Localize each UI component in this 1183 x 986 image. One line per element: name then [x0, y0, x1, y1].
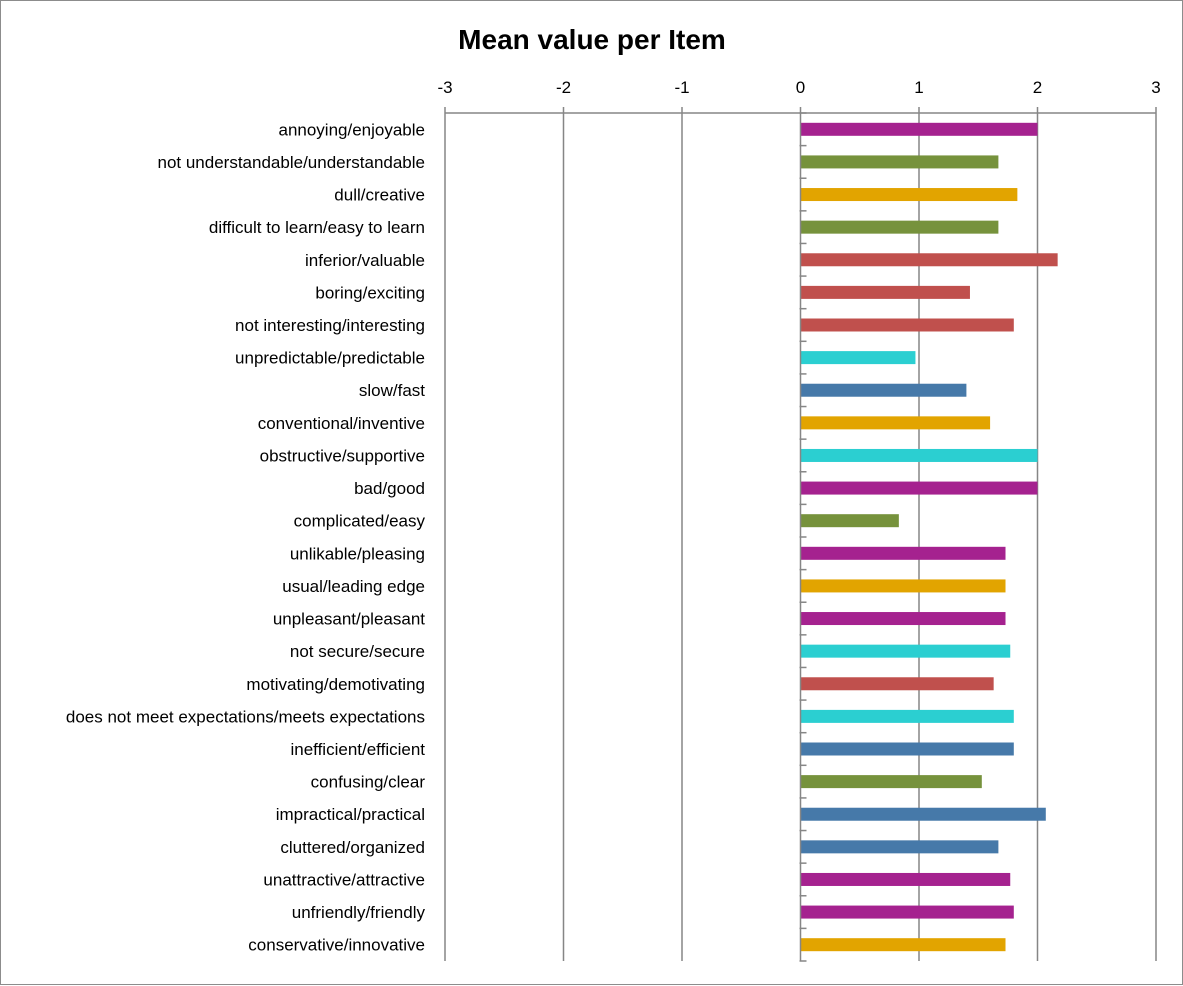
bars: [800, 122, 1058, 952]
category-label: difficult to learn/easy to learn: [209, 218, 425, 237]
gridlines: [444, 107, 1157, 961]
bar: [800, 742, 1014, 756]
bar: [800, 220, 999, 234]
bar: [800, 188, 1018, 202]
bar: [800, 644, 1011, 658]
category-label: does not meet expectations/meets expecta…: [66, 707, 425, 726]
bar: [800, 938, 1006, 952]
category-label: unlikable/pleasing: [290, 544, 425, 563]
category-label: annoying/enjoyable: [278, 120, 425, 139]
x-tick-label: 2: [1033, 78, 1042, 97]
category-label: bad/good: [354, 479, 425, 498]
bar: [800, 775, 982, 789]
category-labels: annoying/enjoyable not understandable/und…: [66, 120, 426, 954]
category-label: not secure/secure: [290, 642, 425, 661]
category-label: boring/exciting: [315, 283, 425, 302]
bar: [800, 840, 999, 854]
bar: [800, 546, 1006, 560]
x-tick-label: 1: [914, 78, 923, 97]
bar: [800, 612, 1006, 626]
bar: [800, 383, 967, 397]
category-label: obstructive/supportive: [260, 446, 425, 465]
bar: [800, 122, 1038, 136]
category-label: slow/fast: [359, 381, 425, 400]
category-label: impractical/practical: [276, 805, 425, 824]
category-label: not interesting/interesting: [235, 316, 425, 335]
category-label: confusing/clear: [311, 773, 426, 792]
bar: [800, 872, 1011, 886]
bar: [800, 448, 1038, 462]
category-label: inefficient/efficient: [290, 740, 425, 759]
category-label: unattractive/attractive: [263, 870, 425, 889]
category-label: usual/leading edge: [282, 577, 425, 596]
category-label: cluttered/organized: [280, 838, 425, 857]
bar: [800, 807, 1046, 821]
bar: [800, 905, 1014, 919]
category-label: complicated/easy: [294, 512, 426, 531]
x-tick-label: 3: [1151, 78, 1160, 97]
category-label: unfriendly/friendly: [292, 903, 426, 922]
bar: [800, 318, 1014, 332]
bar: [800, 677, 994, 691]
x-axis-ticks: -3 -2 -1 0 1 2 3: [437, 78, 1160, 97]
category-label: motivating/demotivating: [246, 675, 425, 694]
category-label: conventional/inventive: [258, 414, 425, 433]
chart-title: Mean value per Item: [458, 24, 726, 55]
bar: [800, 155, 999, 169]
bar: [800, 514, 899, 528]
x-tick-label: -2: [556, 78, 571, 97]
bar: [800, 709, 1014, 723]
x-tick-label: 0: [796, 78, 805, 97]
bar: [800, 351, 916, 365]
x-tick-label: -1: [674, 78, 689, 97]
category-label: dull/creative: [334, 186, 425, 205]
x-tick-label: -3: [437, 78, 452, 97]
category-label: unpleasant/pleasant: [273, 610, 425, 629]
bar: [800, 416, 991, 430]
category-label: conservative/innovative: [248, 936, 425, 955]
zero-axis: [799, 107, 807, 962]
bar: [800, 481, 1038, 495]
bar: [800, 253, 1058, 267]
bar: [800, 579, 1006, 593]
category-label: inferior/valuable: [305, 251, 425, 270]
category-label: unpredictable/predictable: [235, 349, 425, 368]
category-label: not understandable/understandable: [158, 153, 426, 172]
bar: [800, 285, 970, 299]
